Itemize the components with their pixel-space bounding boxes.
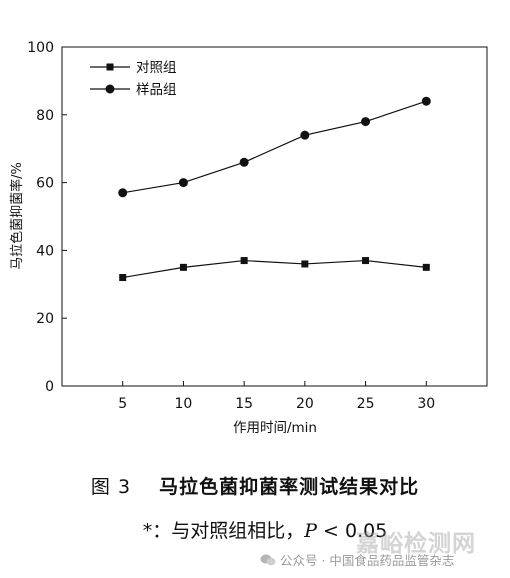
note-significance: < 0.05: [317, 520, 388, 542]
x-tick-label: 20: [296, 396, 314, 412]
y-axis: 0 20 40 60 80 100: [27, 40, 67, 395]
series-line: [122, 259, 427, 279]
figure-number: 图 3: [90, 476, 132, 498]
x-axis: 5 10 15 20 25 30: [118, 381, 435, 412]
y-axis-label: 马拉色菌抑菌率/%: [9, 162, 25, 270]
figure-caption: 图 3 马拉色菌抑菌率测试结果对比: [0, 472, 510, 499]
y-tick-label: 20: [36, 311, 54, 327]
note-prefix: *：与对照组相比，: [142, 520, 305, 542]
data-point: [179, 263, 187, 271]
x-tick-label: 25: [357, 396, 375, 412]
y-tick-label: 100: [27, 40, 54, 56]
legend-marker: [105, 84, 115, 94]
series-sample: [118, 96, 431, 198]
data-point: [361, 117, 371, 127]
figure-note: *：与对照组相比，P < 0.05: [10, 516, 510, 543]
data-point: [421, 96, 431, 106]
data-point: [300, 130, 310, 140]
legend-marker: [106, 63, 114, 71]
data-point: [119, 274, 127, 282]
figure-title: 马拉色菌抑菌率测试结果对比: [159, 476, 420, 498]
series-line: [122, 100, 427, 194]
x-tick-label: 30: [417, 396, 435, 412]
watermark-brand: 嘉峪检测网: [356, 531, 476, 557]
data-point: [362, 257, 370, 265]
x-axis-label: 作用时间/min: [233, 420, 317, 436]
x-tick-label: 15: [235, 396, 253, 412]
data-point: [301, 260, 309, 268]
wechat-icon: [260, 554, 276, 566]
series-layer: [118, 96, 431, 282]
data-point: [118, 188, 128, 198]
y-tick-label: 0: [45, 379, 54, 395]
plot-frame: [61, 46, 488, 387]
data-point: [178, 178, 188, 188]
series-control: [119, 257, 430, 282]
y-tick-label: 40: [36, 243, 54, 259]
data-point: [422, 263, 430, 271]
x-tick-label: 10: [175, 396, 193, 412]
note-p-variable: P: [304, 520, 317, 542]
data-point: [240, 257, 248, 265]
watermark-source-text: 公众号 · 中国食品药品监管杂志: [280, 553, 455, 568]
legend-label: 样品组: [136, 82, 177, 98]
y-tick-label: 80: [36, 108, 54, 124]
watermark-source: 公众号 · 中国食品药品监管杂志: [260, 550, 454, 569]
data-point: [239, 157, 249, 167]
legend-label: 对照组: [136, 60, 177, 76]
y-tick-label: 60: [36, 176, 54, 192]
x-tick-label: 5: [118, 396, 127, 412]
